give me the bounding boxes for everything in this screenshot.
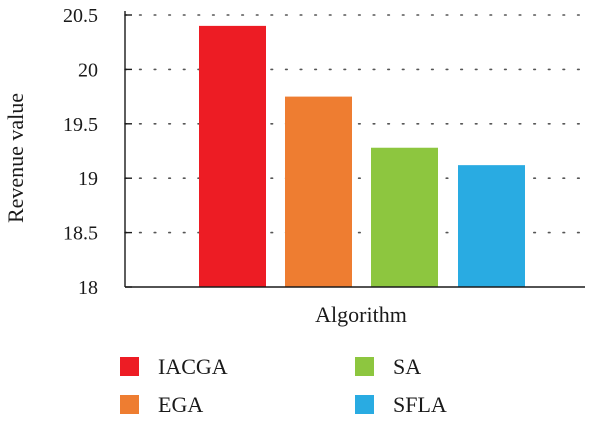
y-tick-label: 20.5 xyxy=(63,5,98,27)
y-axis-title: Revenue value xyxy=(3,93,28,223)
bars xyxy=(199,25,525,287)
legend-label: EGA xyxy=(158,392,203,417)
y-tick-label: 20 xyxy=(78,59,98,81)
legend-label: IACGA xyxy=(158,354,228,379)
y-tick-labels: 18 18.5 19 19.5 20 20.5 xyxy=(63,5,132,299)
bar-sfla xyxy=(458,165,525,287)
y-tick-label: 19.5 xyxy=(63,114,98,136)
axes xyxy=(124,11,585,288)
bar-iacga xyxy=(199,25,266,287)
bar-ega xyxy=(285,96,352,287)
y-tick-label: 19 xyxy=(78,168,98,190)
legend-swatch xyxy=(120,357,139,376)
legend-item-sfla: SFLA xyxy=(355,392,447,417)
y-tick-label: 18.5 xyxy=(63,223,98,245)
legend-swatch xyxy=(355,357,374,376)
y-tick-label: 18 xyxy=(78,277,98,299)
legend-swatch xyxy=(120,395,139,414)
legend-label: SFLA xyxy=(393,392,447,417)
legend-item-iacga: IACGA xyxy=(120,354,228,379)
legend-label: SA xyxy=(393,354,421,379)
x-axis-title: Algorithm xyxy=(315,302,407,327)
legend-item-ega: EGA xyxy=(120,392,203,417)
legend: IACGA EGA SA SFLA xyxy=(120,354,447,417)
legend-swatch xyxy=(355,395,374,414)
bar-sa xyxy=(371,147,438,287)
legend-item-sa: SA xyxy=(355,354,421,379)
